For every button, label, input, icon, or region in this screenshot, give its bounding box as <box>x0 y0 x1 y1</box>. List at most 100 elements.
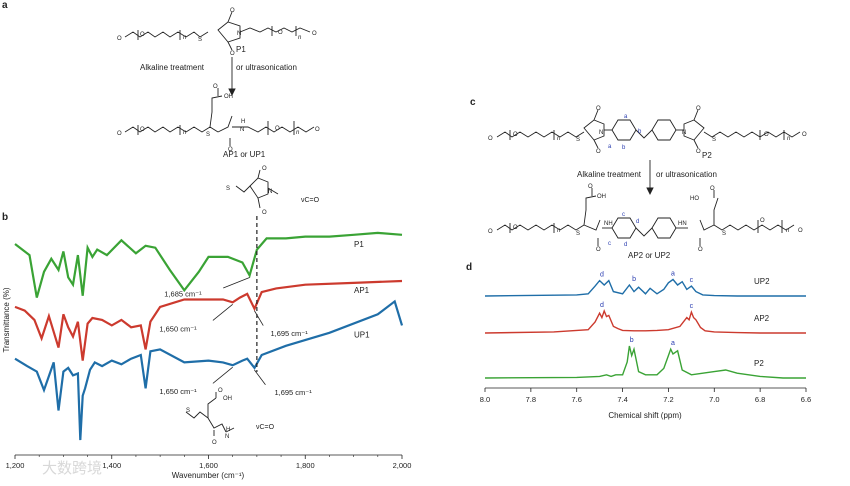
ftir-x-axis: 1,200 1,400 1,600 1,800 2,000 <box>6 454 411 470</box>
svg-text:S: S <box>712 137 716 143</box>
svg-text:O: O <box>802 132 807 138</box>
nmr-series-up2 <box>484 278 806 297</box>
svg-text:O: O <box>117 131 122 137</box>
nmr-series-ap2 <box>484 309 806 334</box>
svg-text:S: S <box>576 137 580 143</box>
nmr-tick-label: 6.6 <box>801 395 811 404</box>
p1-structure-label: P1 <box>236 45 246 54</box>
nmr-series-label-up2: UP2 <box>754 277 770 286</box>
ap1-up1-label: AP1 or UP1 <box>223 150 266 159</box>
svg-text:O: O <box>588 184 593 190</box>
svg-text:N: N <box>682 130 686 136</box>
svg-text:O: O <box>488 229 493 235</box>
ftir-series-label-up1: UP1 <box>354 330 370 339</box>
scheme-c-treatment-alt: or ultrasonication <box>656 170 717 179</box>
ftir-series-ap1 <box>14 279 403 361</box>
svg-text:O: O <box>488 136 493 142</box>
ftir-annotation-label: 1,650 cm⁻¹ <box>159 387 197 396</box>
nmr-series-label-ap2: AP2 <box>754 314 770 323</box>
ftir-y-axis-title: Transmittance (%) <box>2 287 11 352</box>
svg-text:O: O <box>596 247 601 253</box>
svg-text:n: n <box>787 136 791 142</box>
p2-structure-label: P2 <box>702 151 712 160</box>
ftir-annotation-arrow <box>212 303 233 321</box>
svg-text:O: O <box>698 247 703 253</box>
svg-text:NH: NH <box>604 221 613 227</box>
svg-text:N: N <box>599 130 603 136</box>
svg-text:O: O <box>315 127 320 133</box>
svg-text:OH: OH <box>224 94 233 100</box>
svg-text:O: O <box>596 106 601 112</box>
svg-text:b: b <box>622 145 626 151</box>
inset-nu-co-bottom: νC=O <box>256 424 275 431</box>
nmr-plot-area: UP2 AP2 P2 d b a c d c b a <box>484 271 806 379</box>
ftir-x-axis-title: Wavenumber (cm⁻¹) <box>172 471 245 480</box>
nmr-x-axis: 8.0 7.8 7.6 7.4 7.2 7.0 6.8 6.6 <box>480 387 811 404</box>
nmr-peak-label: c <box>690 277 694 284</box>
svg-text:O: O <box>140 127 145 133</box>
nmr-tick-label: 6.8 <box>755 395 765 404</box>
nmr-series-p2 <box>484 345 806 379</box>
ftir-annotation-arrow <box>254 310 264 326</box>
nmr-peak-label: d <box>600 302 604 309</box>
svg-text:S: S <box>226 186 230 192</box>
svg-text:N: N <box>225 434 229 440</box>
svg-text:b: b <box>638 129 642 135</box>
panel-label-b: b <box>2 212 9 223</box>
ftir-tick-label: 1,400 <box>102 461 121 470</box>
panel-label-a: a <box>2 0 8 11</box>
svg-text:N: N <box>268 189 272 195</box>
svg-text:O: O <box>262 166 267 172</box>
nmr-tick-label: 7.8 <box>526 395 536 404</box>
svg-text:O: O <box>696 106 701 112</box>
ftir-annotation-arrow <box>212 366 233 384</box>
nmr-tick-label: 7.2 <box>663 395 673 404</box>
ftir-annotation-arrow <box>254 369 266 385</box>
nmr-peak-label: d <box>600 272 604 279</box>
svg-text:H: H <box>241 119 245 125</box>
svg-text:O: O <box>275 126 280 132</box>
ftir-series-up1 <box>14 299 404 441</box>
svg-text:n: n <box>557 136 561 142</box>
svg-text:O: O <box>228 147 233 153</box>
svg-text:O: O <box>230 8 235 14</box>
ftir-annotation-label: 1,695 cm⁻¹ <box>274 388 312 397</box>
ftir-annotation-label: 1,650 cm⁻¹ <box>159 324 197 333</box>
scheme-a-treatment: Alkaline treatment <box>140 63 205 72</box>
nmr-tick-label: 8.0 <box>480 395 490 404</box>
svg-text:S: S <box>186 408 190 414</box>
svg-text:O: O <box>262 210 267 216</box>
ftir-tick-label: 1,200 <box>6 461 25 470</box>
svg-text:n: n <box>183 35 187 41</box>
svg-text:O: O <box>513 132 518 138</box>
scheme-a-treatment-alt: or ultrasonication <box>236 63 297 72</box>
svg-text:n: n <box>557 228 561 234</box>
nmr-tick-label: 7.6 <box>571 395 581 404</box>
svg-text:OH: OH <box>597 194 606 200</box>
svg-text:O: O <box>312 31 317 37</box>
svg-text:c: c <box>608 241 611 247</box>
ftir-annotation-label: 1,685 cm⁻¹ <box>164 289 202 298</box>
nmr-series-label-p2: P2 <box>754 359 764 368</box>
ftir-tick-label: 1,800 <box>296 461 315 470</box>
svg-text:n: n <box>296 130 300 136</box>
ftir-series-p1 <box>14 231 403 298</box>
svg-text:S: S <box>722 231 726 237</box>
scheme-c-treatment: Alkaline treatment <box>577 170 642 179</box>
svg-text:O: O <box>212 440 217 446</box>
ftir-annotation-arrow <box>223 277 250 289</box>
svg-text:O: O <box>213 84 218 90</box>
ftir-series-label-p1: P1 <box>354 240 364 249</box>
svg-text:O: O <box>696 149 701 155</box>
panel-label-d: d <box>466 262 473 273</box>
svg-text:O: O <box>278 30 283 36</box>
svg-text:O: O <box>764 132 769 138</box>
svg-text:d: d <box>636 219 639 225</box>
nmr-peak-label: b <box>630 337 634 344</box>
svg-text:S: S <box>198 37 202 43</box>
svg-text:S: S <box>206 132 210 138</box>
